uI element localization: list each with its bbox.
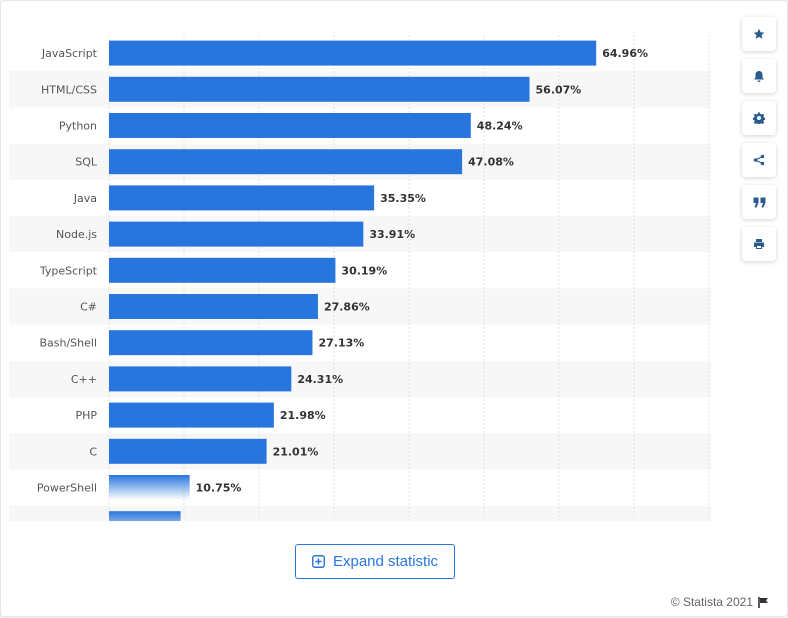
bar[interactable] xyxy=(109,113,471,138)
category-label: Python xyxy=(59,120,97,133)
footer-credit: © Statista 2021 xyxy=(671,595,769,609)
bar[interactable] xyxy=(109,475,190,500)
value-label: 10.75% xyxy=(196,482,242,495)
bell-icon xyxy=(754,70,764,82)
row-band xyxy=(9,505,711,521)
value-label: 27.86% xyxy=(324,301,370,314)
flag-icon[interactable] xyxy=(758,596,769,608)
value-label: 47.08% xyxy=(468,156,514,169)
category-label: Bash/Shell xyxy=(39,337,97,350)
category-label: C# xyxy=(80,301,97,314)
bar[interactable] xyxy=(109,76,530,102)
copyright-text[interactable]: © Statista 2021 xyxy=(670,595,753,609)
value-label: 33.91% xyxy=(369,228,415,241)
cite-button[interactable] xyxy=(742,185,776,219)
category-label: JavaScript xyxy=(41,47,98,60)
value-label: 56.07% xyxy=(536,83,582,96)
category-label: Java xyxy=(73,192,97,205)
value-label: 30.19% xyxy=(341,264,387,277)
plus-box-icon xyxy=(312,555,325,568)
quote-icon xyxy=(753,197,765,207)
category-label: Node.js xyxy=(56,228,97,241)
expand-statistic-label: Expand statistic xyxy=(332,553,439,570)
category-label: C xyxy=(89,445,97,458)
bar[interactable] xyxy=(109,438,267,464)
favorite-button[interactable] xyxy=(742,17,776,51)
category-labels: JavaScript HTML/CSS Python SQL Java Node.js Ty… xyxy=(37,47,98,494)
bar[interactable] xyxy=(109,149,463,175)
value-label: 27.13% xyxy=(318,337,364,350)
value-labels: 64.96% 56.07% 48.24% 47.08% 35.35% 33.91% 30.1… xyxy=(196,47,648,494)
value-label: 24.31% xyxy=(297,373,343,386)
category-label: SQL xyxy=(75,156,98,169)
star-icon xyxy=(753,28,765,39)
value-label: 64.96% xyxy=(602,47,648,60)
category-label: C++ xyxy=(71,373,97,386)
bar[interactable] xyxy=(109,366,292,392)
gear-icon xyxy=(753,112,765,124)
bar[interactable] xyxy=(109,221,364,247)
category-label: HTML/CSS xyxy=(41,83,97,96)
category-label: TypeScript xyxy=(39,264,98,277)
value-label: 21.01% xyxy=(273,445,319,458)
bar[interactable] xyxy=(109,257,336,283)
category-label: PHP xyxy=(75,409,97,422)
bar[interactable] xyxy=(109,402,274,428)
notification-button[interactable] xyxy=(742,59,776,93)
print-icon xyxy=(754,239,764,249)
settings-button[interactable] xyxy=(742,101,776,135)
toolbar xyxy=(742,17,776,269)
value-label: 48.24% xyxy=(477,120,523,133)
bar[interactable] xyxy=(109,294,318,319)
bar[interactable] xyxy=(109,185,375,211)
value-label: 35.35% xyxy=(380,192,426,205)
share-button[interactable] xyxy=(742,143,776,177)
bars xyxy=(109,40,597,536)
value-label: 21.98% xyxy=(280,409,326,422)
print-button[interactable] xyxy=(742,227,776,261)
bar[interactable] xyxy=(109,330,313,356)
bar[interactable] xyxy=(109,511,181,536)
expand-statistic-button[interactable]: Expand statistic xyxy=(295,544,455,579)
category-label: PowerShell xyxy=(37,482,97,495)
bar[interactable] xyxy=(109,40,597,66)
share-icon xyxy=(753,154,765,166)
